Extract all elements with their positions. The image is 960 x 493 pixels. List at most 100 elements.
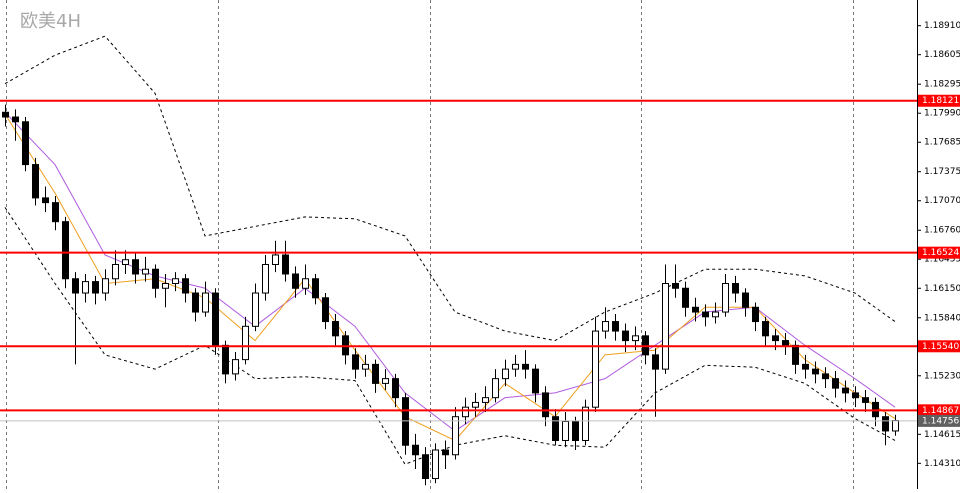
y-tick-label: 1.18910: [924, 21, 960, 31]
candle-body: [272, 254, 279, 265]
candle-body: [162, 283, 169, 289]
candle-body: [492, 378, 499, 399]
candle-body: [152, 268, 159, 289]
candle-body: [632, 335, 639, 342]
candle-body: [652, 354, 659, 370]
price-level-tag: [918, 246, 960, 259]
candle-body: [292, 273, 299, 289]
candle-body: [112, 263, 119, 280]
candle-body: [662, 283, 669, 370]
price-level-label: 1.14867: [922, 406, 959, 416]
y-tick-label: 1.18295: [924, 80, 960, 90]
y-tick-label: 1.14310: [924, 459, 960, 469]
y-tick-label: 1.17990: [924, 109, 960, 119]
candle-body: [402, 397, 409, 446]
price-level-tag: [918, 414, 960, 427]
candle-body: [862, 397, 869, 403]
y-tick-label: 1.17685: [924, 138, 960, 148]
price-level-label: 1.14756: [922, 416, 959, 426]
candle-body: [502, 368, 509, 380]
candle-body: [452, 416, 459, 456]
candle-body: [542, 392, 549, 418]
price-level-tag: [918, 94, 960, 107]
price-level-tag: [918, 340, 960, 353]
y-tick-label: 1.16760: [924, 226, 960, 236]
price-level-tag: [918, 404, 960, 417]
candle-body: [692, 306, 699, 313]
candle-body: [742, 292, 749, 308]
candle-body: [122, 259, 129, 265]
y-tick-label: 1.15230: [924, 371, 960, 381]
y-tick-label: 1.18605: [924, 50, 960, 60]
candle-body: [552, 416, 559, 441]
chart-title: 欧美4H: [20, 11, 81, 32]
candle-body: [322, 297, 329, 323]
candle-body: [572, 420, 579, 441]
candle-body: [212, 292, 219, 346]
candle-body: [182, 278, 189, 294]
candle-body: [72, 278, 79, 294]
candle-body: [392, 378, 399, 399]
candle-body: [882, 416, 889, 432]
candle-body: [382, 378, 389, 384]
candle-body: [622, 330, 629, 342]
candle-body: [202, 292, 209, 313]
candle-body: [802, 363, 809, 370]
candle-body: [172, 278, 179, 285]
candle-body: [712, 311, 719, 318]
candle-body: [422, 454, 429, 480]
y-tick-label: 1.14615: [924, 430, 960, 440]
candle-body: [702, 311, 709, 318]
candle-body: [442, 449, 449, 456]
candle-body: [192, 292, 199, 313]
candle-body: [752, 306, 759, 323]
candle-body: [412, 444, 419, 456]
candle-body: [62, 221, 69, 280]
candle-body: [612, 321, 619, 332]
candle-body: [722, 283, 729, 313]
candle-body: [832, 378, 839, 389]
candle-body: [732, 283, 739, 294]
candle-body: [762, 321, 769, 337]
candle-body: [92, 281, 99, 294]
y-tick-label: 1.16455: [924, 255, 960, 265]
price-level-label: 1.16524: [922, 248, 959, 258]
candle-body: [332, 321, 339, 337]
candle-body: [242, 325, 249, 361]
candle-body: [82, 281, 89, 294]
candle-body: [842, 387, 849, 394]
bollinger-band: [4, 35, 896, 342]
y-tick-label: 1.15840: [924, 313, 960, 323]
candle-body: [462, 406, 469, 418]
candle-body: [32, 164, 39, 199]
candle-body: [772, 335, 779, 342]
candle-body: [682, 287, 689, 308]
candle-body: [12, 116, 19, 123]
candle-body: [372, 363, 379, 384]
candle-body: [852, 392, 859, 399]
candle-body: [222, 344, 229, 375]
candle-body: [812, 368, 819, 375]
candle-body: [282, 254, 289, 275]
candle-body: [892, 420, 899, 432]
candle-body: [42, 197, 49, 204]
candle-body: [782, 340, 789, 346]
candle-body: [562, 420, 569, 441]
candle-body: [142, 268, 149, 275]
candle-body: [22, 121, 29, 166]
candle-body: [2, 111, 9, 118]
candle-body: [362, 363, 369, 370]
candle-body: [432, 449, 439, 480]
candle-body: [102, 278, 109, 294]
candle-body: [252, 292, 259, 327]
price-level-label: 1.15540: [922, 342, 959, 352]
price-level-label: 1.18121: [922, 96, 959, 106]
candle-body: [582, 406, 589, 441]
candle-body: [132, 259, 139, 275]
candle-body: [312, 278, 319, 299]
candle-body: [522, 363, 529, 370]
candle-body: [472, 401, 479, 408]
y-tick-label: 1.17375: [924, 167, 960, 177]
